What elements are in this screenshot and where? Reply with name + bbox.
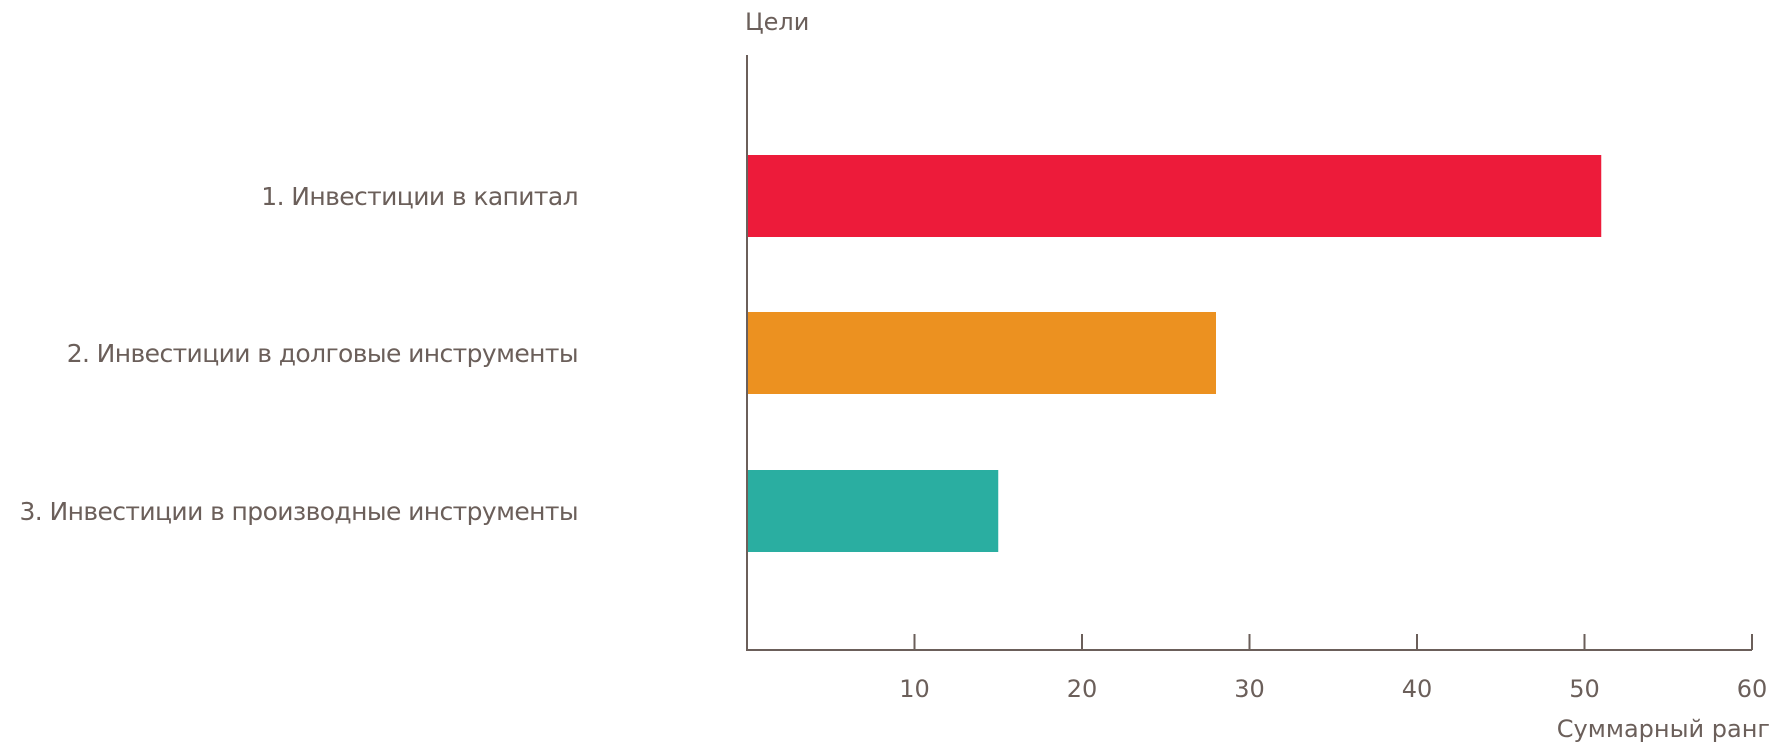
chart-marks: 1. Инвестиции в капитал 2. Инвестиции в д… <box>20 155 1768 703</box>
bar-2 <box>747 312 1216 394</box>
y-axis-title: Цели <box>745 8 809 36</box>
x-tick-label-20: 20 <box>1067 675 1098 703</box>
category-label-2: 2. Инвестиции в долговые инструменты <box>67 339 578 368</box>
category-label-3: 3. Инвестиции в производные инструменты <box>20 497 579 526</box>
bar-1 <box>747 155 1602 237</box>
x-tick-label-10: 10 <box>899 675 930 703</box>
x-tick-label-40: 40 <box>1402 675 1433 703</box>
x-tick-label-50: 50 <box>1569 675 1600 703</box>
bar-3 <box>747 470 999 552</box>
x-axis-title: Суммарный ранг <box>1557 715 1770 743</box>
category-label-1: 1. Инвестиции в капитал <box>261 182 578 211</box>
x-tick-label-60: 60 <box>1737 675 1768 703</box>
x-tick-label-30: 30 <box>1234 675 1265 703</box>
